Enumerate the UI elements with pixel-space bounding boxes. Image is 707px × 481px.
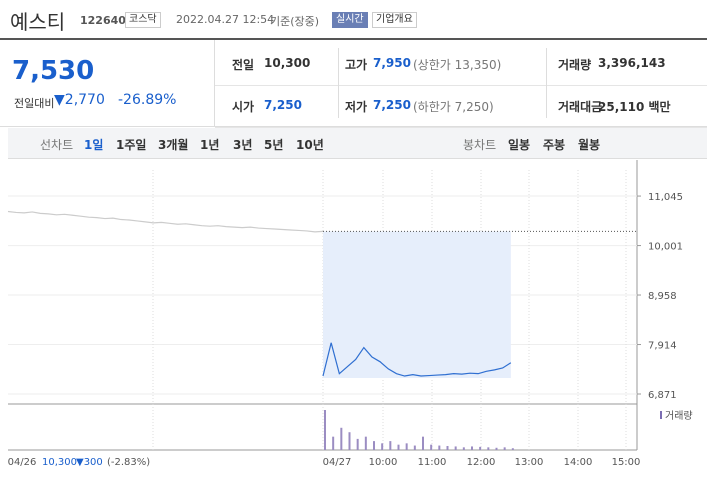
stat-label: 고가 xyxy=(345,58,368,72)
volume-bar xyxy=(405,443,408,450)
period-tab[interactable]: 5년 xyxy=(264,138,284,152)
stat-value: 10,300 xyxy=(264,56,311,70)
row-divider xyxy=(215,85,707,86)
volume-bar xyxy=(413,445,416,450)
price-line xyxy=(322,342,512,377)
period-tab[interactable]: 3개월 xyxy=(158,138,189,152)
stock-code: 122640 xyxy=(80,14,126,27)
volume-bar xyxy=(324,410,326,450)
volume-bar xyxy=(487,447,490,450)
stat-label: 전일 xyxy=(232,58,255,72)
period-tab[interactable]: 10년 xyxy=(296,138,324,152)
stat-label: 저가 xyxy=(345,100,368,114)
legend: 거래량 xyxy=(665,410,693,422)
x-tick-label: 04/26 xyxy=(8,457,37,468)
current-price: 7,530 xyxy=(12,56,95,86)
candle-tab[interactable]: 일봉 xyxy=(508,138,531,152)
volume-bar xyxy=(389,441,392,450)
period-tab[interactable]: 1년 xyxy=(200,138,220,152)
prev-info: 10,300 xyxy=(42,457,77,468)
x-tick-label: 14:00 xyxy=(564,457,593,468)
candle-tab[interactable]: 주봉 xyxy=(543,138,566,152)
y-tick-label: 7,914 xyxy=(648,341,677,352)
basis: 기준(장중) xyxy=(270,15,320,28)
period-tab[interactable]: 1일 xyxy=(84,138,104,152)
divider xyxy=(214,40,215,126)
divider xyxy=(0,38,707,40)
volume-bar xyxy=(348,432,351,450)
x-tick-label: 11:00 xyxy=(418,457,447,468)
stat-label: 거래량 xyxy=(558,58,592,72)
legend-swatch xyxy=(660,411,662,419)
change-rate: -26.89% xyxy=(118,92,177,108)
price-line xyxy=(7,210,324,233)
x-tick-label: 10:00 xyxy=(369,457,398,468)
volume-bar xyxy=(364,436,367,450)
stat-value: 7,250 xyxy=(373,98,411,112)
row-divider xyxy=(215,127,707,128)
realtime-button[interactable]: 실시간 xyxy=(332,12,368,28)
stat-label: 시가 xyxy=(232,100,255,114)
volume-bar xyxy=(503,447,506,450)
prev-info: ▼300 xyxy=(76,457,103,468)
period-tab[interactable]: 3년 xyxy=(233,138,253,152)
volume-bar xyxy=(511,448,514,450)
y-tick-label: 8,958 xyxy=(648,291,677,302)
y-tick-label: 11,045 xyxy=(648,192,683,203)
volume-bar xyxy=(397,444,400,450)
col-divider xyxy=(546,48,547,118)
period-tab[interactable]: 1주일 xyxy=(116,138,147,152)
candle-tab[interactable]: 월봉 xyxy=(578,138,601,152)
stat-value: 3,396,143 xyxy=(598,56,666,70)
change-label: 전일대비 xyxy=(14,97,55,110)
prev-info: (-2.83%) xyxy=(107,457,150,468)
summary-box xyxy=(0,40,707,127)
volume-bar xyxy=(479,446,482,450)
volume-bar xyxy=(462,447,465,450)
change-value: ▼2,770 xyxy=(54,92,105,108)
x-tick-label: 15:00 xyxy=(612,457,641,468)
volume-bar xyxy=(422,436,424,450)
x-tick-label: 04/27 xyxy=(323,457,352,468)
session-area xyxy=(323,231,511,378)
tab-label: 선차트 xyxy=(40,138,74,152)
y-tick-label: 6,871 xyxy=(648,390,677,401)
stat-value: 7,250 xyxy=(264,98,302,112)
tab-bar xyxy=(8,128,707,159)
volume-bar xyxy=(340,427,343,450)
stat-note: (하한가 7,250) xyxy=(413,100,494,114)
change: 2,770 xyxy=(64,92,105,108)
datetime: 2022.04.27 12:54 xyxy=(176,13,275,26)
volume-bar xyxy=(332,436,335,450)
volume-bar xyxy=(495,447,498,450)
stat-label: 거래대금 xyxy=(558,100,603,114)
volume-bar xyxy=(430,444,433,450)
y-tick-label: 10,001 xyxy=(648,242,683,253)
volume-bar xyxy=(381,443,384,450)
stock-name: 예스티 xyxy=(10,10,66,34)
stat-value: 25,110 백만 xyxy=(598,100,671,114)
stat-note: (상한가 13,350) xyxy=(413,58,502,72)
company-button[interactable]: 기업개요 xyxy=(372,12,417,28)
volume-bar xyxy=(471,446,473,450)
volume-bar xyxy=(438,445,441,450)
volume-bar xyxy=(454,446,457,450)
x-tick-label: 12:00 xyxy=(467,457,496,468)
volume-bar xyxy=(356,438,359,450)
stat-value: 7,950 xyxy=(373,56,411,70)
x-tick-label: 13:00 xyxy=(515,457,544,468)
volume-bar xyxy=(446,446,449,450)
tab-label: 봉차트 xyxy=(463,138,497,152)
col-divider xyxy=(338,48,339,118)
market-tag: 코스닥 xyxy=(125,12,161,28)
volume-bar xyxy=(373,441,375,450)
